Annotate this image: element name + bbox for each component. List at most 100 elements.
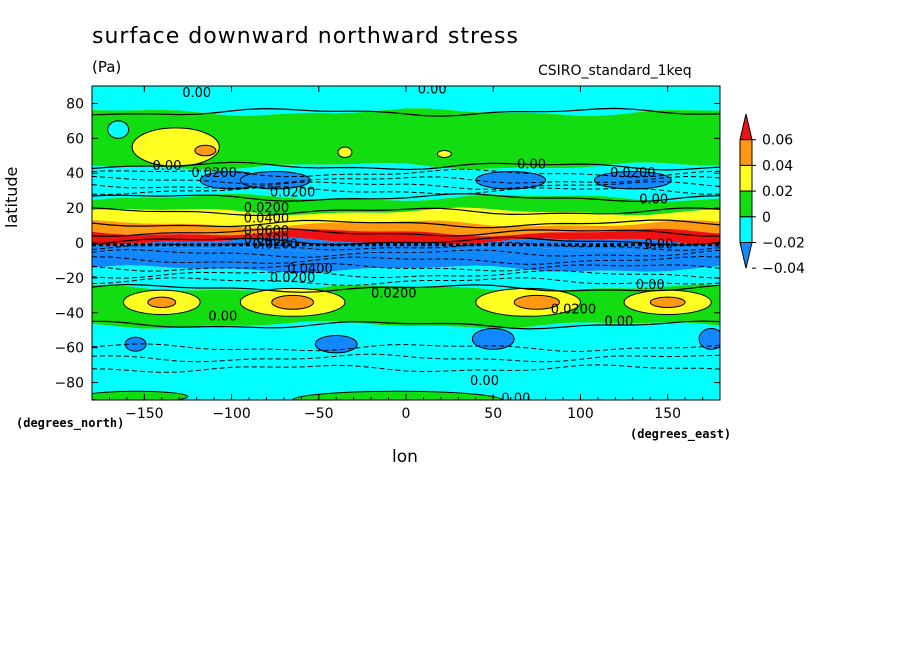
band-0 [92,86,720,116]
blob-16 [314,334,358,354]
solid-contour-3 [92,207,720,216]
dashed-contour-1 [92,175,720,185]
solid-contour-6 [92,236,720,246]
solid-contour-2 [92,193,720,203]
y-units-label: (degrees_north) [16,416,125,430]
contour-label-5: 0.0200 [610,166,656,181]
x-tick-label-6: 150 [654,406,681,422]
contour-label-4: 0.00 [517,158,546,173]
contour-label-16: 0.00 [636,278,665,293]
y-tick-label-2: 40 [66,166,84,182]
solid-contour-5 [92,227,720,238]
contour-label-22: 0.00 [501,391,530,406]
blob-8 [147,296,177,309]
y-tick-label-1: 60 [66,131,84,147]
contour-lines [92,107,720,373]
blob-14 [649,296,686,309]
contour-label-3: 0.0200 [191,166,237,181]
x-units-label: (degrees_east) [630,427,732,441]
dashed-contour-5 [92,249,720,259]
dashed-contour-2 [92,181,720,190]
contour-label-0: 0.00 [182,86,211,101]
blob-1 [194,144,217,157]
colorbar: 0.06 0.04 0.02 0 −0.02 −0.04 [739,113,805,277]
colorbar-label-1: 0.04 [762,158,793,174]
x-tick-label-4: 50 [484,406,502,422]
blob-18 [698,327,720,350]
x-axis-label: lon [392,447,418,467]
colorbar-label-0: 0.06 [762,133,793,149]
chart-title: surface downward northward stress [92,24,519,49]
contour-label-12: 0.0200 [252,238,298,253]
colorbar-box-2 [739,190,753,218]
y-tick-label-3: 20 [66,201,84,217]
contour-label-8: 0.0200 [244,201,290,216]
dashed-contour-8 [92,270,720,279]
units-label: (Pa) [92,58,122,76]
colorbar-bottom-triangle [739,242,753,269]
contour-label-6: 0.00 [639,192,668,207]
x-tick-label-0: −150 [125,406,163,422]
colorbar-label-3: 0 [762,210,771,226]
contour-label-2: 0.00 [153,159,182,174]
x-tick-label-5: 100 [567,406,594,422]
contour-label-11: 0.0400 [244,233,290,248]
contour-label-7: 0.0200 [270,185,316,200]
solid-contour-8 [92,320,720,330]
dashed-contour-10 [92,343,720,353]
plot-fill [92,86,720,400]
colorbar-box-0 [739,139,753,166]
colorbar-top-triangle [739,113,753,141]
band-1 [92,108,720,171]
blob-21 [436,150,452,159]
y-tick-label-0: 80 [66,96,84,112]
band-6 [92,220,720,237]
x-tick-label-1: −100 [212,406,250,422]
contour-label-15: 0.0200 [270,271,316,286]
contour-labels: 0.00 0.000.00 0.02000.000.02000.000.02000.… [153,86,674,406]
band-12 [92,321,720,400]
contour-label-14: 0.0400 [287,262,333,277]
dashed-contour-9 [92,277,720,286]
contour-label-21: 0.00 [470,374,499,389]
blob-10 [271,294,315,310]
colorbar-label-5: −0.04 [762,261,805,277]
axes: −150 −100 −50 0 50 100 150 80 60 40 20 0 −20 −40 −60 −8… [54,86,720,422]
model-label: CSIRO_standard_1keq [538,63,692,79]
dashed-contour-4 [92,242,720,251]
blob-12 [513,294,561,310]
blob-22 [337,146,353,159]
y-tick-label-7: −60 [54,341,84,357]
y-tick-label-5: −20 [54,271,84,287]
dashed-contour-7 [92,262,720,272]
blob-17 [471,327,515,350]
solid-contour-1 [92,161,720,171]
blob-19 [92,390,189,400]
dashed-contour-12 [92,364,720,373]
colorbar-box-3 [739,216,753,244]
solid-contour-4 [92,219,720,229]
solid-contour-7 [92,283,720,293]
x-tick-label-3: 0 [402,406,411,422]
contour-label-13: 0.00 [644,238,673,253]
dashed-contour-0 [92,168,720,178]
band-4 [92,193,720,216]
colorbar-label-4: −0.02 [762,236,805,252]
contour-label-10: 0.0600 [244,224,290,239]
colorbar-label-2: 0.02 [762,184,793,200]
band-3 [92,185,720,202]
band-10 [92,265,720,293]
dashed-contour-11 [92,353,720,363]
dashed-contour-6 [92,255,720,265]
colorbar-box-1 [739,164,753,192]
y-tick-label-6: −40 [54,306,84,322]
contour-label-19: 0.00 [208,309,237,324]
contour-label-17: 0.0200 [371,287,417,302]
solid-contour-0 [92,107,720,117]
contour-label-9: 0.0400 [244,212,290,227]
contour-label-20: 0.00 [604,315,633,330]
contour-label-18: 0.0200 [551,302,597,317]
x-tick-label-2: −50 [304,406,334,422]
band-7 [92,228,720,246]
